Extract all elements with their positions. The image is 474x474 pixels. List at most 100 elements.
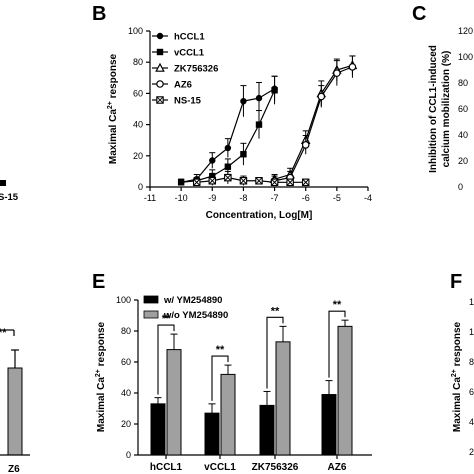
marker-shape: [271, 87, 278, 94]
y-axis-label-b: Maximal Ca2+ response: [107, 53, 119, 164]
point-az6: [317, 92, 326, 101]
bar-zk756326-w-ym254890: [259, 404, 275, 456]
marker-cross: [286, 178, 294, 186]
marker-shape: [348, 63, 357, 71]
point-hccl1: [240, 98, 247, 105]
y-axis-label-c-line2: calcium mobilization (%): [441, 51, 452, 168]
y-ticks-c: 120 100 80 60 40 20 0: [458, 26, 473, 192]
marker-cross: [302, 178, 310, 186]
marker-shape: [333, 69, 341, 77]
marker-shape: [209, 157, 216, 164]
panel-e: E 0 20 40 60 80 100 Maximal Ca2+ response ** h…: [92, 271, 372, 473]
point-vccl1: [224, 163, 232, 170]
x-axis-label-b: Concentration, Log[M]: [206, 210, 313, 221]
legend-swatch-w-o-ym254890: [143, 310, 159, 319]
x-tick-label-b: -6: [302, 193, 310, 203]
sig-bracket-vccl1: [211, 355, 229, 401]
legend-swatch-w-ym254890: [143, 295, 159, 304]
y-tick-label-c: 40: [458, 130, 468, 140]
legend-label-zk756326: ZK756326: [174, 64, 218, 75]
y-tick-label-c: 80: [458, 78, 468, 88]
point-hccl1: [255, 94, 263, 102]
point-hccl1: [209, 157, 216, 164]
y-tick-label-e: 40: [121, 388, 131, 398]
x-tick-label-b: -4: [364, 193, 372, 203]
legend-label-w-o-ym254890: w/o YM254890: [163, 310, 228, 321]
marker-shape: [240, 98, 247, 105]
bars-e: ** hCCL1 ** vCCL1 ** ZK756326 ** AZ6: [150, 299, 353, 473]
bar-hccl1-w-ym254890: [150, 403, 166, 456]
marker-shape: [177, 179, 185, 186]
y-tick-label-e: 80: [121, 326, 131, 336]
legend-b: hCCL1 vCCL1 ZK756326 AZ6 NS-15: [152, 32, 218, 107]
marker-shape: [224, 163, 232, 170]
x-ticks-b: -11 -10 -9 -8 -7 -6 -5 -4: [144, 187, 372, 203]
sig-bracket-az6: [328, 310, 346, 378]
x-tick-label-b: -7: [271, 193, 279, 203]
marker-cross: [193, 178, 201, 186]
significance-vccl1: **: [216, 344, 225, 356]
bar-vccl1-w-ym254890: [204, 412, 220, 456]
y-tick-label-f: 2: [469, 447, 474, 457]
marker-cross: [271, 178, 279, 186]
point-hccl1: [224, 144, 232, 152]
bar-zk756326-w-o-ym254890: [275, 341, 291, 456]
marker-cross: [239, 177, 247, 185]
y-tick-label-b: 40: [133, 120, 143, 130]
y-tick-label-e: 100: [116, 295, 131, 305]
y-tick-label-c: 20: [458, 156, 468, 166]
y-axis-label-f: Maximal Ca2+ response: [451, 321, 463, 432]
x-tick-label-zk756326: ZK756326: [252, 462, 299, 473]
y-tick-label-c: 120: [458, 26, 473, 36]
y-axis-label-e: Maximal Ca2+ response: [95, 321, 107, 432]
x-tick-label-b: -10: [175, 193, 188, 203]
point-az6: [333, 69, 341, 77]
bar-vccl1-w-o-ym254890: [220, 373, 236, 456]
point-vccl1: [240, 151, 247, 158]
panel-label-f: F: [450, 271, 462, 293]
marker-shape: [156, 32, 164, 40]
point-vccl1: [255, 121, 263, 128]
panel-label-e: E: [92, 271, 105, 293]
legend-marker-ns15-fragment: [0, 180, 6, 186]
marker-shape: [317, 92, 326, 101]
panel-a-fragment: S-15: [0, 180, 19, 203]
legend-label-ns-15: NS-15: [174, 96, 202, 107]
panel-c-fragment: C Inhibition of CCL1-induced calcium mob…: [412, 3, 473, 192]
y-axis-label-c-line1: Inhibition of CCL1-induced: [428, 45, 439, 173]
marker-cross: [156, 96, 164, 104]
panel-d-fragment: ** Z6: [0, 327, 30, 474]
legend-marker-vccl1: [156, 48, 164, 56]
y-tick-label-c: 0: [458, 182, 463, 192]
bar-d-az6-fragment: [7, 367, 23, 456]
legend-marker-az6: [156, 80, 164, 88]
series-group-b: [177, 55, 358, 187]
x-tick-label-b: -9: [208, 193, 216, 203]
y-tick-label-f: 1: [469, 327, 474, 337]
point-vccl1: [271, 87, 278, 94]
significance-az6: **: [333, 299, 342, 311]
y-tick-label-f: 8: [469, 357, 474, 367]
x-tick-label-b: -5: [333, 193, 341, 203]
bar-hccl1-w-o-ym254890: [166, 349, 182, 456]
point-ns-15: [301, 178, 310, 187]
y-tick-label-c: 60: [458, 104, 468, 114]
marker-shape: [224, 144, 232, 152]
y-tick-label-e: 60: [121, 357, 131, 367]
marker-shape: [240, 151, 247, 158]
point-az6: [301, 141, 310, 149]
point-vccl1: [177, 179, 185, 186]
bar-az6-w-ym254890: [321, 394, 337, 456]
marker-shape: [301, 141, 310, 149]
panel-label-b: B: [92, 3, 106, 25]
sig-bracket-zk756326: [266, 316, 284, 389]
y-tick-label-b: 60: [133, 88, 143, 98]
y-ticks-f: 1 1 8 6 4 2: [469, 297, 474, 457]
significance-d-fragment: **: [0, 327, 7, 339]
y-tick-label-f: 1: [469, 297, 474, 307]
legend-label-az6: AZ6: [174, 80, 192, 91]
x-tick-label-b: -8: [239, 193, 247, 203]
series-line-az6: [274, 66, 353, 182]
y-tick-label-f: 6: [469, 387, 474, 397]
